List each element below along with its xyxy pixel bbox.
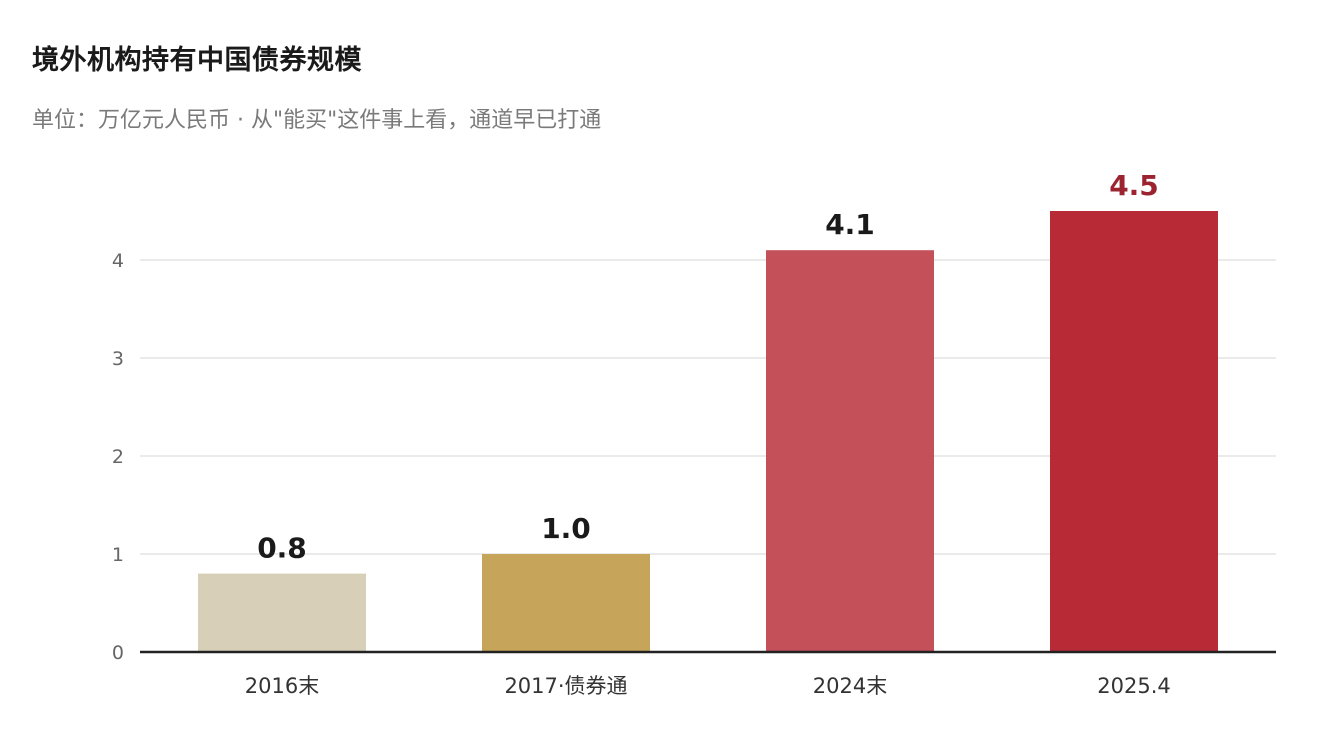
bar [198,573,366,652]
x-tick-label: 2016末 [245,674,319,698]
chart-subtitle: 单位：万亿元人民币 · 从"能买"这件事上看，通道早已打通 [32,108,602,133]
y-tick-label: 2 [112,446,124,468]
bar [482,554,650,652]
bar [1050,211,1218,652]
value-label: 0.8 [257,532,307,565]
value-label: 1.0 [541,512,591,545]
y-tick-label: 4 [112,250,124,272]
x-tick-label: 2017·债券通 [504,674,627,698]
y-tick-label: 0 [112,642,124,664]
y-tick-label: 1 [112,544,124,566]
value-label: 4.5 [1109,169,1159,202]
bar [766,250,934,652]
y-tick-label: 3 [112,348,124,370]
x-tick-label: 2024末 [813,674,887,698]
chart-title: 境外机构持有中国债券规模 [32,45,362,76]
x-tick-label: 2025.4 [1097,674,1170,698]
value-label: 4.1 [825,208,875,241]
